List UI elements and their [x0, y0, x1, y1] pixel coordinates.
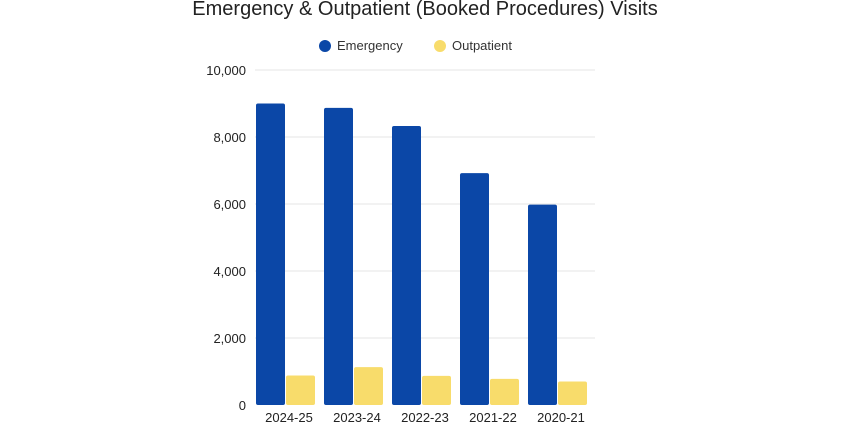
y-tick-label: 2,000 — [213, 331, 246, 346]
legend-label-outpatient: Outpatient — [452, 38, 512, 53]
bar-emergency-2024-25 — [256, 103, 285, 405]
legend: Emergency Outpatient — [319, 38, 512, 53]
y-tick-label: 8,000 — [213, 130, 246, 145]
x-tick-label: 2022-23 — [401, 410, 449, 425]
x-axis: 2024-25 2023-24 2022-23 2021-22 2020-21 — [265, 410, 585, 425]
chart-title: Emergency & Outpatient (Booked Procedure… — [192, 0, 657, 20]
x-tick-label: 2024-25 — [265, 410, 313, 425]
y-axis: 0 2,000 4,000 6,000 8,000 10,000 — [206, 63, 246, 413]
x-tick-label: 2021-22 — [469, 410, 517, 425]
x-tick-label: 2023-24 — [333, 410, 381, 425]
x-tick-label: 2020-21 — [537, 410, 585, 425]
bar-outpatient-2024-25 — [286, 375, 315, 405]
y-tick-label: 4,000 — [213, 264, 246, 279]
y-tick-label: 0 — [239, 398, 246, 413]
bar-outpatient-2022-23 — [422, 375, 451, 405]
bar-emergency-2022-23 — [392, 125, 421, 405]
bar-emergency-2020-21 — [528, 204, 557, 405]
y-tick-label: 6,000 — [213, 197, 246, 212]
legend-marker-emergency — [319, 40, 331, 52]
y-tick-label: 10,000 — [206, 63, 246, 78]
bars — [256, 103, 587, 405]
legend-label-emergency: Emergency — [337, 38, 403, 53]
bar-outpatient-2020-21 — [558, 381, 587, 405]
bar-outpatient-2021-22 — [490, 378, 519, 405]
bar-outpatient-2023-24 — [354, 367, 383, 405]
bar-emergency-2021-22 — [460, 173, 489, 405]
legend-marker-outpatient — [434, 40, 446, 52]
bar-emergency-2023-24 — [324, 107, 353, 405]
